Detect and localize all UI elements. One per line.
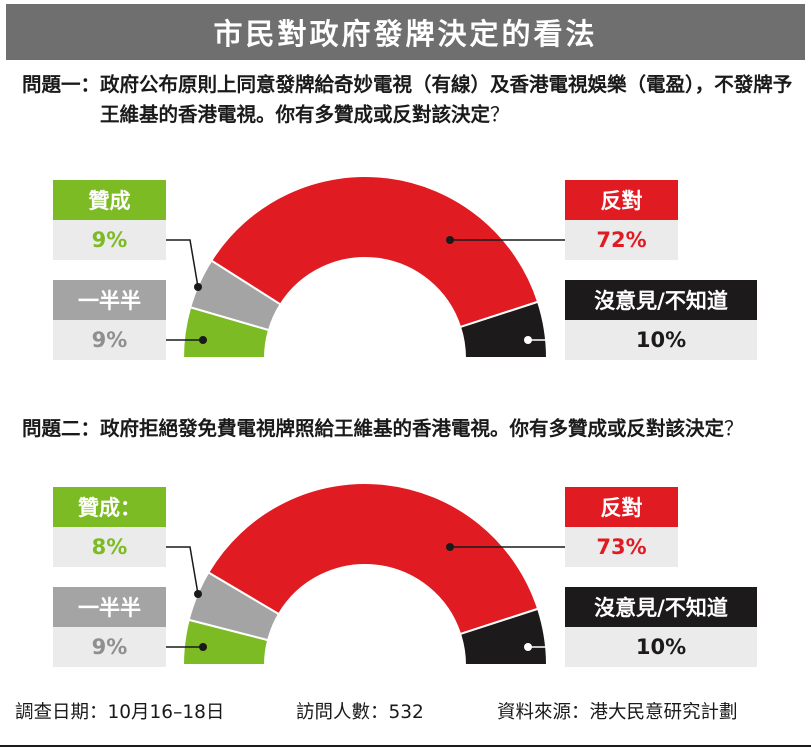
chart-1-connector-support — [166, 239, 202, 291]
question-2-label: 問題二： — [22, 417, 101, 440]
chart-1-value-oppose: 72% — [565, 220, 678, 260]
chart-1-value-half: 9% — [53, 320, 166, 360]
question-2-mark: ？ — [724, 417, 744, 440]
chart-2-label-noopinion: 沒意見/不知道 — [565, 587, 757, 627]
chart-2-label-support: 贊成： — [53, 487, 166, 527]
chart-1-connector-half — [166, 336, 207, 344]
chart-2-value-support: 8% — [53, 527, 166, 567]
question-1-label: 問題一： — [22, 73, 101, 96]
question-2-text-wrap: 政府拒絕發免費電視牌照給王維基的香港電視。你有多贊成或反對該決定？ — [100, 414, 802, 444]
footer-respondents: 訪問人數：532 — [296, 702, 424, 723]
chart-1-label-oppose: 反對 — [565, 180, 678, 220]
chart-1-connector-oppose — [446, 236, 565, 244]
chart-2-segment-noopinion — [458, 607, 549, 666]
chart-1-value-support: 9% — [53, 220, 166, 260]
chart-2-half-donut — [166, 482, 565, 666]
chart-1-segment-oppose — [209, 175, 540, 329]
question-1-text-wrap: 政府公布原則上同意發牌給奇妙電視（有線）及香港電視娛樂（電盈），不發牌予王維基的… — [100, 70, 802, 130]
question-2: 問題二： 政府拒絕發免費電視牌照給王維基的香港電視。你有多贊成或反對該決定？ — [22, 414, 802, 444]
chart-2-value-oppose: 73% — [565, 527, 678, 567]
footer-source: 資料來源：港大民意研究計劃 — [497, 702, 738, 723]
chart-2-value-noopinion: 10% — [565, 627, 757, 667]
question-1-text: 政府公布原則上同意發牌給奇妙電視（有線）及香港電視娛樂（電盈），不發牌予王維基的… — [100, 73, 793, 126]
chart-2-connector-noopinion — [524, 643, 565, 651]
chart-2-segment-oppose — [206, 482, 540, 636]
chart-2-value-half: 9% — [53, 627, 166, 667]
chart-1-value-noopinion: 10% — [565, 320, 757, 360]
chart-1-segment-noopinion — [458, 300, 549, 359]
question-1: 問題一： 政府公布原則上同意發牌給奇妙電視（有線）及香港電視娛樂（電盈），不發牌… — [22, 70, 802, 130]
chart-2-label-oppose: 反對 — [565, 487, 678, 527]
chart-1-label-noopinion: 沒意見/不知道 — [565, 280, 757, 320]
chart-1-label-support: 贊成 — [53, 180, 166, 220]
chart-1-label-half: 一半半 — [53, 280, 166, 320]
footer-survey-date: 調查日期：10月16–18日 — [15, 702, 225, 723]
footer-divider — [0, 745, 811, 747]
question-1-mark: ？ — [490, 103, 510, 126]
chart-1-connector-noopinion — [524, 336, 565, 344]
chart-2-connector-oppose — [446, 543, 565, 551]
chart-2-connector-half — [166, 643, 207, 651]
question-2-text: 政府拒絕發免費電視牌照給王維基的香港電視。你有多贊成或反對該決定 — [100, 417, 725, 440]
page-title: 市民對政府發牌決定的看法 — [6, 4, 805, 60]
chart-2-connector-support — [166, 546, 202, 598]
chart-1-half-donut — [166, 175, 565, 359]
chart-2-label-half: 一半半 — [53, 587, 166, 627]
